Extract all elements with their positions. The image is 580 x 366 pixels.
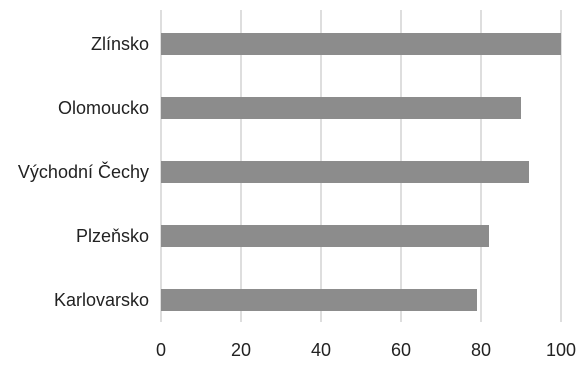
x-tick-label: 60	[391, 340, 411, 360]
x-tick-labels: 0 20 40 60 80 100	[156, 340, 576, 360]
category-label: Zlínsko	[91, 34, 149, 54]
x-tick-label: 40	[311, 340, 331, 360]
x-tick-label: 20	[231, 340, 251, 360]
bar-2	[161, 161, 529, 183]
bars	[161, 33, 561, 311]
bar-0	[161, 33, 561, 55]
x-tick-label: 0	[156, 340, 166, 360]
x-tick-label: 100	[546, 340, 576, 360]
category-label: Karlovarsko	[54, 290, 149, 310]
category-label: Východní Čechy	[18, 161, 149, 182]
bar-1	[161, 97, 521, 119]
category-label: Plzeňsko	[76, 226, 149, 246]
x-tick-label: 80	[471, 340, 491, 360]
bar-4	[161, 289, 477, 311]
bar-3	[161, 225, 489, 247]
category-labels: Zlínsko Olomoucko Východní Čechy Plzeňsko Ka…	[18, 34, 149, 310]
category-label: Olomoucko	[58, 98, 149, 118]
